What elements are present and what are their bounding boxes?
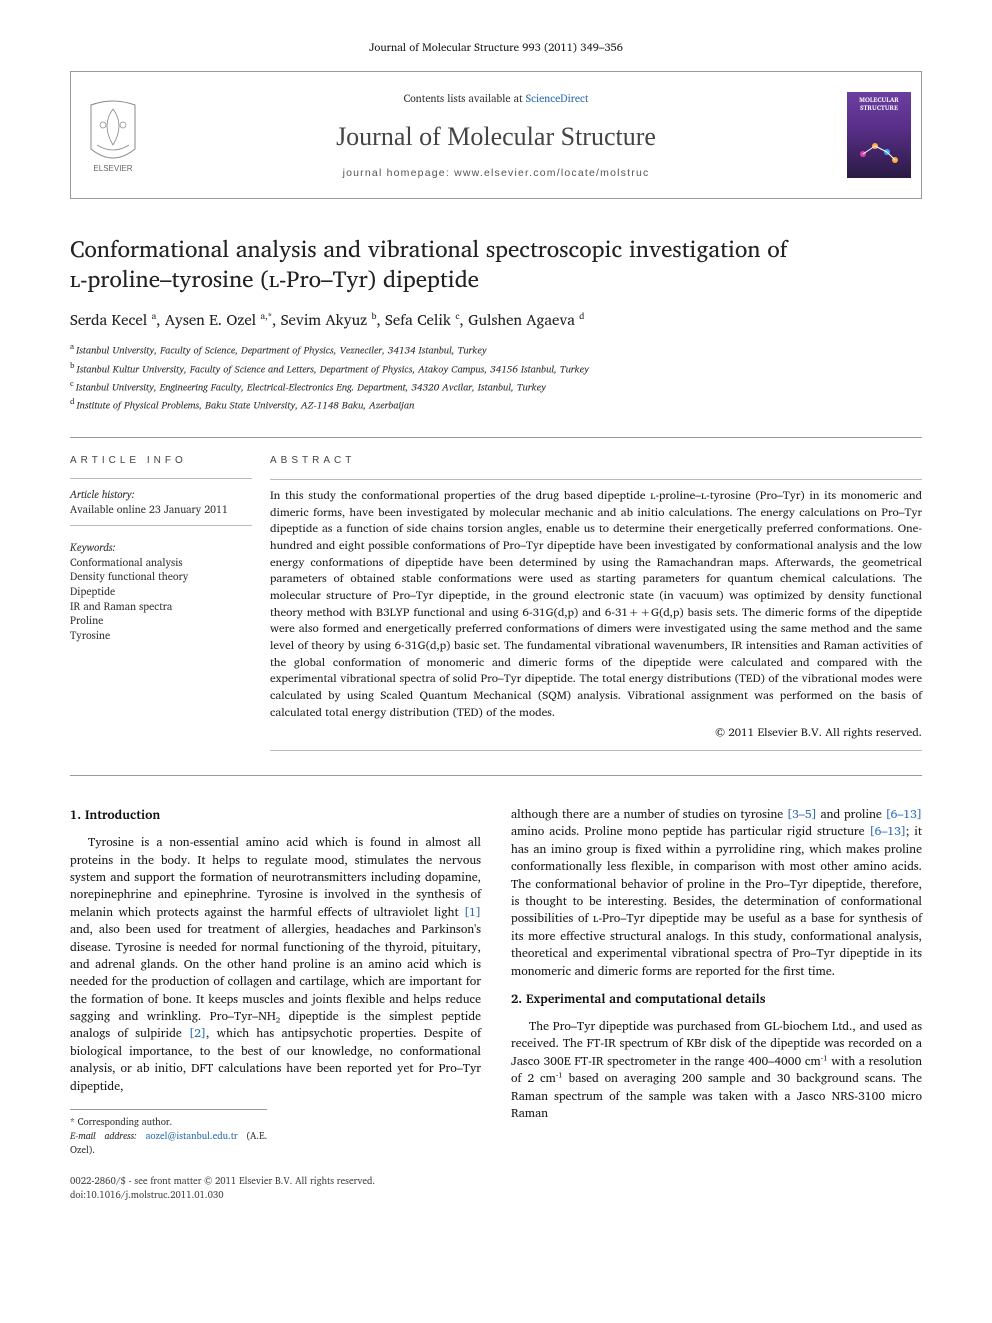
ref-link-6-13[interactable]: [6–13] — [886, 805, 922, 824]
ref-link-3-5[interactable]: [3–5] — [787, 805, 817, 824]
journal-cover-thumbnail[interactable]: MOLECULAR STRUCTURE — [837, 72, 921, 198]
intro-paragraph-1: Tyrosine is a non-essential amino acid w… — [70, 834, 481, 1095]
authors-line: Serda Kecel a, Aysen E. Ozel a,*, Sevim … — [70, 309, 922, 330]
abstract-divider-bottom — [270, 750, 922, 751]
sidebar-divider-2 — [70, 525, 252, 526]
keyword-item: Tyrosine — [70, 628, 252, 643]
issn-line: 0022-2860/$ - see front matter © 2011 El… — [70, 1175, 922, 1188]
abstract-copyright: © 2011 Elsevier B.V. All rights reserved… — [270, 725, 922, 742]
sidebar-divider-1 — [70, 478, 252, 479]
cover-title-bottom: STRUCTURE — [849, 104, 909, 111]
affiliation-line: dInstitute of Physical Problems, Baku St… — [70, 395, 922, 413]
article-info-label: ARTICLE INFO — [70, 454, 252, 468]
experimental-heading: 2. Experimental and computational detail… — [511, 990, 922, 1008]
journal-homepage-url[interactable]: www.elsevier.com/locate/molstruc — [454, 167, 649, 179]
journal-name: Journal of Molecular Structure — [336, 119, 656, 155]
affiliation-line: cIstanbul University, Engineering Facult… — [70, 377, 922, 395]
article-info-sidebar: ARTICLE INFO Article history: Available … — [70, 438, 270, 775]
journal-homepage-line: journal homepage: www.elsevier.com/locat… — [343, 166, 650, 181]
page-footer: 0022-2860/$ - see front matter © 2011 El… — [70, 1175, 922, 1202]
article-title: Conformational analysis and vibrational … — [70, 235, 922, 295]
corresponding-email-link[interactable]: aozel@istanbul.edu.tr — [146, 1129, 238, 1144]
doi-line: doi:10.1016/j.molstruc.2011.01.030 — [70, 1189, 922, 1202]
article-body: 1. Introduction Tyrosine is a non-essent… — [70, 806, 922, 1157]
ref-link-1[interactable]: [1] — [464, 903, 481, 922]
hr-bottom — [70, 775, 922, 776]
elsevier-logo[interactable]: ELSEVIER — [71, 72, 155, 198]
experimental-paragraph-1: The Pro–Tyr dipeptide was purchased from… — [511, 1018, 922, 1122]
abstract-divider-top — [270, 479, 922, 480]
intro-paragraph-2: although there are a number of studies o… — [511, 806, 922, 980]
abstract-label: ABSTRACT — [270, 454, 922, 469]
elsevier-label: ELSEVIER — [93, 164, 132, 173]
journal-reference: Journal of Molecular Structure 993 (2011… — [70, 40, 922, 55]
affiliation-line: aIstanbul University, Faculty of Science… — [70, 340, 922, 358]
ref-link-6-13b[interactable]: [6–13] — [870, 822, 906, 841]
introduction-heading: 1. Introduction — [70, 806, 481, 824]
sciencedirect-link[interactable]: ScienceDirect — [526, 89, 589, 107]
footnotes-block: * Corresponding author. E-mail address: … — [70, 1109, 267, 1157]
corresponding-author-note: * Corresponding author. — [70, 1116, 267, 1130]
ref-link-2[interactable]: [2] — [189, 1024, 206, 1043]
affiliation-line: bIstanbul Kultur University, Faculty of … — [70, 359, 922, 377]
abstract-block: ABSTRACT In this study the conformationa… — [270, 438, 922, 775]
email-label: E-mail address: — [70, 1129, 137, 1144]
article-history-text: Available online 23 January 2011 — [70, 502, 252, 517]
contents-list-line: Contents lists available at ScienceDirec… — [404, 91, 589, 106]
abstract-text: In this study the conformational propert… — [270, 488, 922, 721]
journal-header-block: ELSEVIER Contents lists available at Sci… — [70, 71, 922, 199]
affiliations-block: aIstanbul University, Faculty of Science… — [70, 340, 922, 413]
